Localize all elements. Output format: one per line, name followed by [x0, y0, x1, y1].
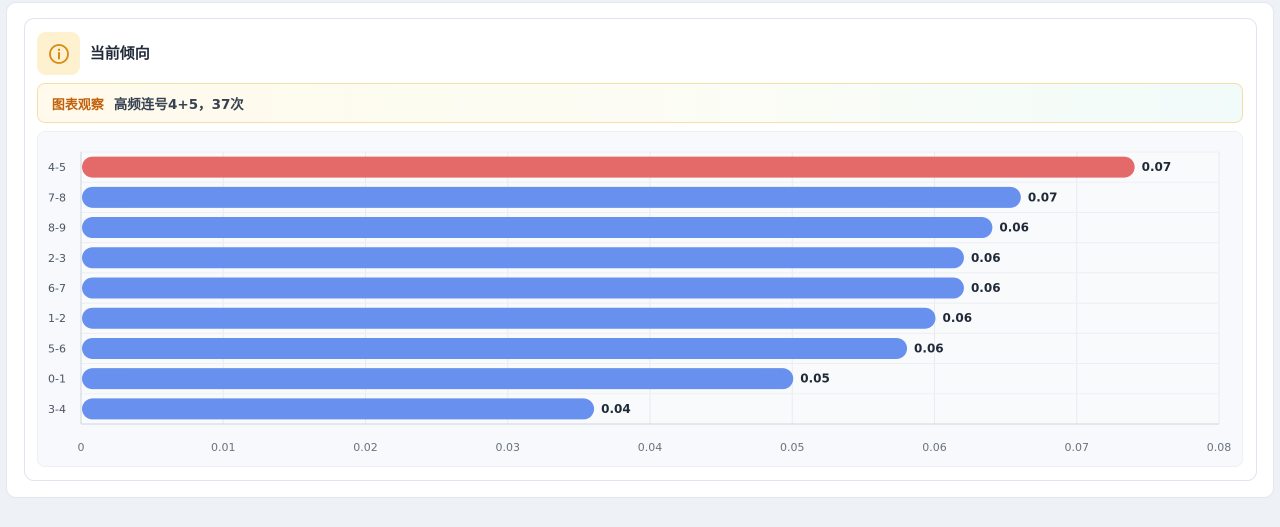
value-label: 0.06 — [971, 281, 1001, 295]
value-label: 0.06 — [914, 341, 944, 355]
category-label: 2-3 — [48, 252, 66, 265]
x-tick-label: 0.01 — [211, 441, 236, 454]
category-label: 6-7 — [48, 282, 66, 295]
x-tick-label: 0.07 — [1065, 441, 1090, 454]
x-tick-label: 0 — [78, 441, 85, 454]
value-label: 0.05 — [800, 372, 830, 386]
x-tick-label: 0.02 — [353, 441, 378, 454]
category-label: 3-4 — [48, 403, 66, 416]
bar-1-2 — [82, 307, 936, 329]
x-tick-label: 0.03 — [496, 441, 521, 454]
category-label: 5-6 — [48, 342, 66, 355]
value-label: 0.07 — [1028, 190, 1058, 204]
card-title: 当前倾向 — [90, 44, 151, 62]
bar-3-4 — [82, 398, 595, 420]
bar-4-5 — [82, 156, 1135, 178]
bar-5-6 — [82, 337, 908, 359]
bar-7-8 — [82, 186, 1021, 208]
value-label: 0.06 — [943, 311, 973, 325]
observation-banner: 图表观察 高频连号4+5，37次 — [37, 83, 1243, 123]
value-label: 0.06 — [971, 251, 1001, 265]
bar-6-7 — [82, 277, 964, 299]
x-tick-label: 0.08 — [1207, 441, 1232, 454]
category-label: 8-9 — [48, 222, 66, 235]
value-label: 0.04 — [601, 402, 631, 416]
x-tick-label: 0.04 — [638, 441, 663, 454]
value-label: 0.07 — [1142, 160, 1172, 174]
bar-8-9 — [82, 217, 993, 239]
observation-tag: 图表观察 — [52, 97, 105, 113]
category-label: 7-8 — [48, 191, 66, 204]
info-icon — [37, 32, 80, 75]
observation-text: 高频连号4+5，37次 — [114, 97, 244, 113]
category-label: 4-5 — [48, 161, 66, 174]
x-tick-label: 0.06 — [922, 441, 947, 454]
value-label: 0.06 — [999, 221, 1029, 235]
category-label: 0-1 — [48, 373, 66, 386]
x-tick-label: 0.05 — [780, 441, 805, 454]
bar-2-3 — [82, 247, 964, 269]
bar-0-1 — [82, 368, 794, 390]
category-label: 1-2 — [48, 312, 66, 325]
